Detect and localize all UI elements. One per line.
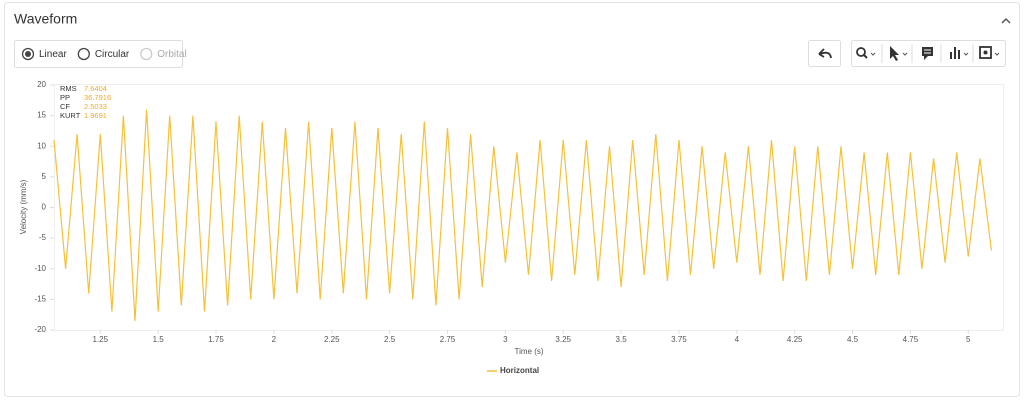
y-axis-label: Velocity (mm/s) (19, 179, 28, 234)
zoom-tool[interactable] (856, 47, 876, 59)
x-tick-label: 4.25 (787, 335, 803, 344)
x-tick-label: 2.75 (440, 335, 456, 344)
y-tick-label: 10 (37, 141, 46, 150)
x-tick-label: 2.25 (324, 335, 340, 344)
radio-circle (77, 47, 90, 61)
y-tick-label: -20 (34, 325, 46, 334)
stat-value: 7.6404 (84, 84, 107, 93)
y-tick-label: 20 (37, 80, 46, 89)
stat-label: CF (60, 102, 70, 111)
x-tick-label: 3.75 (671, 335, 687, 344)
stat-value: 36.7916 (84, 93, 111, 102)
mode-group (14, 40, 183, 68)
settings-tool[interactable] (979, 46, 1000, 59)
x-tick-label: 4.5 (847, 335, 859, 344)
mode-label: Circular (95, 49, 130, 60)
y-tick-label: -5 (39, 233, 47, 242)
mode-radio: Orbital (140, 47, 187, 61)
x-tick-label: 4.75 (903, 335, 919, 344)
stat-value: 1.9691 (84, 111, 107, 120)
y-tick-label: 5 (42, 172, 47, 181)
x-tick-label: 3.5 (616, 335, 628, 344)
stat-value: 2.5033 (84, 102, 107, 111)
x-tick-label: 5 (966, 335, 971, 344)
x-tick-label: 3.25 (555, 335, 571, 344)
mode-radio[interactable]: Linear (21, 47, 68, 61)
panel-title: Waveform (14, 11, 77, 27)
radio-circle (140, 47, 153, 61)
stat-label: RMS (60, 84, 77, 93)
mode-radio[interactable]: Circular (77, 47, 130, 61)
x-tick-label: 3 (503, 335, 508, 344)
mode-label: Orbital (157, 49, 186, 60)
x-tick-label: 1.25 (93, 335, 109, 344)
x-tick-label: 2.5 (384, 335, 396, 344)
radio-dot (25, 51, 31, 57)
waveform-line (53, 109, 992, 321)
undo-icon (818, 48, 832, 59)
x-axis-label: Time (s) (514, 347, 543, 356)
stat-label: KURT (60, 111, 81, 120)
x-tick-label: 1.75 (208, 335, 224, 344)
y-tick-label: -15 (34, 294, 46, 303)
legend-label: Horizontal (500, 366, 539, 375)
stat-label: PP (60, 93, 70, 102)
comment-tool[interactable] (922, 47, 933, 60)
chart-type-tool[interactable] (950, 47, 969, 59)
x-tick-label: 2 (272, 335, 277, 344)
y-tick-label: -10 (34, 264, 46, 273)
x-tick-label: 4 (735, 335, 740, 344)
plot-area (54, 84, 1004, 331)
x-tick-label: 1.5 (153, 335, 165, 344)
mode-label: Linear (39, 49, 67, 60)
y-tick-label: 0 (42, 203, 47, 212)
y-tick-label: 15 (37, 111, 46, 120)
collapse-button[interactable] (1001, 17, 1011, 24)
select-tool[interactable] (890, 46, 908, 61)
